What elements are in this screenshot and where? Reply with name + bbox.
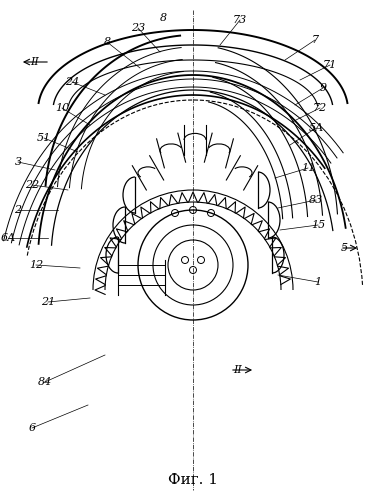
- Text: 71: 71: [323, 60, 337, 70]
- Text: 1: 1: [315, 277, 321, 287]
- Text: II: II: [31, 57, 39, 67]
- Text: 11: 11: [301, 163, 315, 173]
- Text: 8: 8: [160, 13, 166, 23]
- Text: 10: 10: [55, 103, 69, 113]
- Text: 15: 15: [311, 220, 325, 230]
- Text: 73: 73: [233, 15, 247, 25]
- Text: 9: 9: [319, 83, 327, 93]
- Text: 72: 72: [313, 103, 327, 113]
- Text: 5A: 5A: [309, 123, 324, 133]
- Text: 23: 23: [131, 23, 145, 33]
- Text: 8: 8: [103, 37, 111, 47]
- Text: 12: 12: [29, 260, 43, 270]
- Text: II: II: [233, 365, 243, 375]
- Text: 83: 83: [309, 195, 323, 205]
- Text: 24: 24: [65, 77, 79, 87]
- Text: 2: 2: [14, 205, 22, 215]
- Text: 3: 3: [14, 157, 22, 167]
- Text: 84: 84: [38, 377, 52, 387]
- Text: 7: 7: [312, 35, 319, 45]
- Text: 6A: 6A: [0, 233, 16, 243]
- Text: Фиг. 1: Фиг. 1: [168, 473, 218, 487]
- Text: 21: 21: [41, 297, 55, 307]
- Text: 6: 6: [28, 423, 36, 433]
- Text: 22: 22: [25, 180, 39, 190]
- Text: 51: 51: [37, 133, 51, 143]
- Text: 5: 5: [340, 243, 348, 253]
